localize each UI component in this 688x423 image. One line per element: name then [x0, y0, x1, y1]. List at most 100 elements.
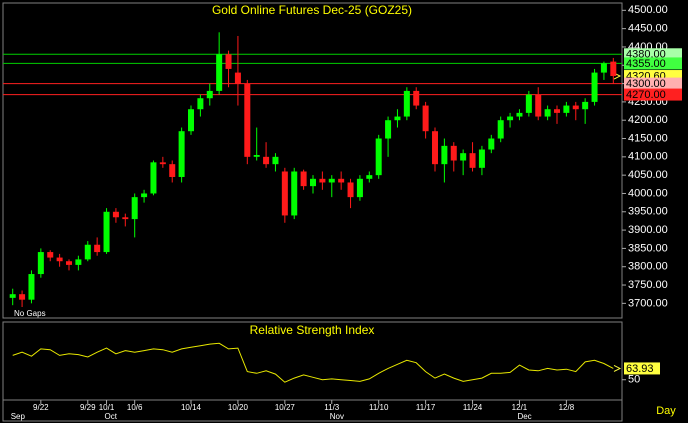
rsi-title: Relative Strength Index [250, 323, 375, 337]
x-tick-label: 11/10 [369, 403, 389, 412]
candle-body [9, 294, 16, 298]
candle-body [385, 120, 392, 139]
candle-body [478, 149, 485, 168]
candle-body [525, 94, 532, 113]
candle-body [122, 217, 129, 220]
month-label: Sep [11, 412, 26, 421]
chart-title: Gold Online Futures Dec-25 (GOZ25) [212, 3, 412, 17]
y-tick-label: 3850.00 [628, 242, 668, 254]
candle-body [366, 175, 373, 179]
candle-body [572, 105, 579, 110]
y-tick-label: 3750.00 [628, 279, 668, 291]
candle-body [488, 138, 495, 150]
candle-body [497, 120, 504, 139]
candle-body [413, 90, 420, 106]
x-tick-label: 10/1 [99, 403, 115, 412]
candle-body [507, 116, 514, 121]
candle-body [206, 90, 213, 99]
y-tick-label: 3900.00 [628, 224, 668, 236]
candle-body [47, 252, 54, 258]
price-panel [2, 2, 623, 319]
x-tick-label: 11/3 [324, 403, 340, 412]
candle-body [263, 156, 270, 165]
candle-body [75, 259, 82, 265]
x-tick-label: 10/6 [127, 403, 143, 412]
candle-body [159, 162, 166, 165]
candle-body [310, 178, 316, 187]
candle-body [188, 109, 194, 132]
candle-body [591, 72, 598, 102]
x-tick-label: 10/20 [228, 403, 249, 412]
y-tick-label: 4150.00 [628, 132, 668, 144]
x-tick-label: 11/24 [463, 403, 483, 412]
candle-body [600, 63, 607, 73]
candle-body [131, 197, 138, 220]
y-tick-label: 3800.00 [628, 261, 668, 273]
candle-body [291, 171, 298, 216]
candle-body [432, 131, 438, 165]
candle-body [403, 90, 410, 117]
candle-body [338, 178, 345, 183]
y-tick-label: 4000.00 [628, 187, 668, 199]
candle-body [516, 112, 523, 117]
candle-body [319, 178, 326, 183]
candle-body [37, 252, 44, 275]
level-box [624, 48, 682, 61]
x-tick-label: 12/8 [559, 403, 575, 412]
month-label: Oct [105, 412, 118, 421]
candle-body [300, 171, 307, 187]
rsi-value-label: 63.93 [626, 363, 654, 375]
y-tick-label: 4450.00 [628, 23, 668, 35]
level-box [624, 57, 682, 70]
candle-body [94, 244, 101, 253]
candle-body [394, 116, 401, 121]
x-tick-label: 10/14 [181, 403, 202, 412]
x-tick-label: 12/1 [512, 403, 528, 412]
rsi-value-box [624, 362, 660, 375]
x-tick-label: 9/22 [33, 403, 49, 412]
candle-body [441, 145, 448, 165]
candle-body [554, 109, 560, 113]
y-tick-label: 50 [628, 374, 640, 386]
y-tick-label: 3950.00 [628, 206, 668, 218]
rsi-panel [2, 321, 623, 401]
candle-body [610, 61, 617, 77]
candle-body [544, 109, 551, 117]
candle-body [225, 54, 232, 69]
rsi-line [12, 342, 614, 383]
x-tick-label: 9/29 [80, 403, 96, 412]
candle-body [244, 83, 251, 157]
level-label: 4300.00 [626, 78, 666, 90]
candle-body [582, 101, 589, 110]
month-label: Dec [517, 412, 531, 421]
note: No Gaps [14, 309, 46, 318]
candle-body [103, 211, 110, 253]
candle-body [56, 257, 63, 262]
candle-body [272, 156, 279, 165]
candle-body [66, 261, 72, 265]
date-axis [2, 399, 623, 422]
level-box [624, 88, 682, 101]
candle-body [28, 274, 35, 300]
y-tick-label: 4100.00 [628, 151, 668, 163]
candle-body [563, 105, 570, 113]
rsi-arrow [613, 364, 622, 372]
candle-body [375, 138, 382, 176]
candle-body [356, 178, 363, 198]
y-tick-label: 4050.00 [628, 169, 668, 181]
candle-body [234, 72, 241, 84]
candle-body [347, 182, 354, 198]
candle-body [216, 54, 223, 91]
candle-body [84, 244, 91, 260]
month-label: Nov [330, 412, 344, 421]
candle-body [253, 155, 260, 157]
level-box [624, 77, 682, 90]
candle-body [328, 178, 335, 183]
candle-body [535, 94, 542, 117]
y-tick-label: 4500.00 [628, 4, 668, 16]
candle-body [169, 164, 176, 177]
candle-body [422, 105, 429, 132]
candle-body [178, 131, 185, 177]
